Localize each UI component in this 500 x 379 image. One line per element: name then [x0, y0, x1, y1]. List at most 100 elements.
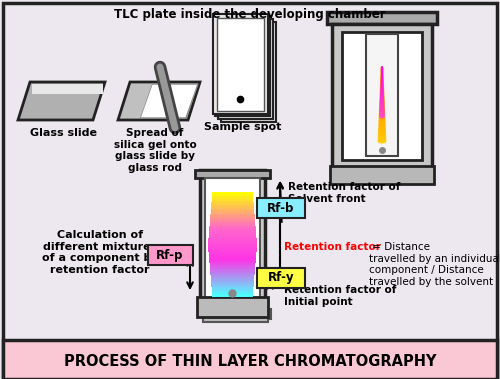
Ellipse shape	[381, 76, 383, 81]
Bar	[210, 222, 255, 224]
Ellipse shape	[379, 108, 385, 113]
Polygon shape	[213, 14, 268, 114]
Bar	[212, 288, 254, 291]
Bar	[211, 281, 254, 283]
Bar	[212, 200, 254, 202]
Ellipse shape	[379, 101, 385, 106]
Bar	[210, 265, 255, 267]
Bar	[148, 245, 193, 265]
Bar	[208, 247, 256, 249]
Text: Rf-b: Rf-b	[268, 202, 294, 215]
Ellipse shape	[379, 111, 385, 116]
Bar	[212, 285, 254, 287]
Bar	[211, 278, 254, 280]
Bar	[212, 204, 254, 206]
Bar	[212, 197, 253, 199]
Bar	[366, 34, 398, 156]
Bar	[210, 271, 254, 274]
Ellipse shape	[378, 116, 386, 121]
Bar	[210, 216, 254, 218]
Bar	[211, 208, 254, 210]
Bar	[208, 238, 256, 240]
Ellipse shape	[380, 94, 384, 99]
Polygon shape	[134, 84, 152, 118]
Bar	[257, 198, 305, 218]
Bar	[212, 291, 253, 293]
Bar	[208, 244, 257, 246]
Bar	[210, 274, 254, 276]
Ellipse shape	[380, 89, 384, 94]
Bar	[211, 279, 254, 282]
Ellipse shape	[378, 121, 386, 126]
Bar	[209, 253, 256, 255]
Bar	[209, 255, 256, 257]
Polygon shape	[32, 84, 103, 94]
Ellipse shape	[380, 91, 384, 96]
Bar	[212, 295, 252, 297]
Bar	[197, 297, 268, 317]
Ellipse shape	[381, 66, 383, 71]
Ellipse shape	[381, 74, 383, 78]
Polygon shape	[218, 19, 273, 119]
Bar	[208, 252, 256, 254]
Bar	[211, 277, 254, 279]
Ellipse shape	[378, 126, 386, 131]
Ellipse shape	[380, 103, 384, 108]
Bar	[210, 261, 256, 263]
Ellipse shape	[378, 133, 386, 138]
Bar	[211, 282, 254, 284]
Bar	[208, 239, 256, 241]
Bar	[211, 210, 254, 213]
Ellipse shape	[380, 81, 384, 86]
Bar	[210, 270, 255, 273]
Bar	[209, 256, 256, 258]
Ellipse shape	[380, 86, 384, 91]
Bar	[257, 268, 305, 288]
Bar	[212, 199, 254, 201]
Bar	[200, 170, 265, 315]
Bar	[209, 234, 256, 236]
Bar	[212, 286, 254, 288]
Polygon shape	[217, 18, 264, 111]
Bar	[327, 12, 437, 24]
Polygon shape	[118, 82, 200, 120]
Bar	[212, 194, 253, 197]
Bar	[212, 292, 253, 295]
Bar	[212, 196, 253, 198]
Ellipse shape	[380, 83, 384, 89]
Bar	[210, 225, 256, 227]
Bar	[210, 269, 255, 271]
Bar	[208, 240, 256, 243]
Bar	[211, 209, 254, 211]
Bar	[210, 211, 254, 214]
Bar	[211, 206, 254, 208]
Bar	[208, 236, 256, 239]
Bar	[208, 235, 256, 237]
Ellipse shape	[380, 96, 384, 101]
Ellipse shape	[380, 81, 384, 86]
Bar	[205, 178, 260, 298]
Ellipse shape	[381, 78, 383, 83]
Bar	[212, 294, 253, 296]
Bar	[210, 276, 254, 278]
Bar	[212, 193, 253, 196]
Bar	[211, 205, 254, 207]
Bar	[208, 246, 257, 248]
Text: Spread of
silica gel onto
glass slide by
glass rod: Spread of silica gel onto glass slide by…	[114, 128, 196, 173]
Ellipse shape	[379, 103, 385, 108]
Polygon shape	[221, 22, 276, 122]
Bar	[210, 213, 254, 215]
Ellipse shape	[378, 136, 386, 141]
Polygon shape	[215, 16, 270, 116]
Ellipse shape	[380, 108, 384, 113]
Bar	[209, 258, 256, 261]
Ellipse shape	[380, 94, 384, 99]
Ellipse shape	[380, 106, 384, 111]
Bar	[210, 221, 255, 223]
Ellipse shape	[379, 113, 385, 119]
Bar	[210, 227, 256, 230]
Text: Sample spot: Sample spot	[204, 122, 282, 132]
Bar	[212, 201, 254, 204]
Ellipse shape	[378, 131, 386, 136]
Text: Initial point: Initial point	[284, 297, 352, 307]
